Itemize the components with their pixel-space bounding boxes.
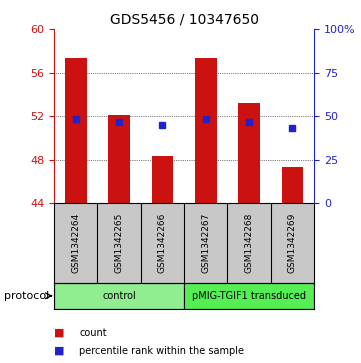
- Text: GSM1342268: GSM1342268: [245, 213, 253, 273]
- Text: percentile rank within the sample: percentile rank within the sample: [79, 346, 244, 356]
- Bar: [238, 103, 260, 203]
- Text: GSM1342265: GSM1342265: [115, 213, 123, 273]
- Text: GSM1342266: GSM1342266: [158, 213, 167, 273]
- Text: protocol: protocol: [4, 291, 49, 301]
- Bar: [282, 167, 303, 203]
- Bar: [54, 283, 184, 309]
- Text: GSM1342264: GSM1342264: [71, 213, 80, 273]
- Bar: [65, 58, 87, 203]
- Bar: [108, 115, 130, 203]
- Text: ■: ■: [54, 327, 65, 338]
- Bar: [184, 283, 314, 309]
- Bar: [152, 156, 173, 203]
- Text: GSM1342269: GSM1342269: [288, 213, 297, 273]
- Bar: [195, 58, 217, 203]
- Text: count: count: [79, 327, 107, 338]
- Text: control: control: [102, 291, 136, 301]
- Text: pMIG-TGIF1 transduced: pMIG-TGIF1 transduced: [192, 291, 306, 301]
- Title: GDS5456 / 10347650: GDS5456 / 10347650: [110, 12, 258, 26]
- Text: ■: ■: [54, 346, 65, 356]
- Text: GSM1342267: GSM1342267: [201, 213, 210, 273]
